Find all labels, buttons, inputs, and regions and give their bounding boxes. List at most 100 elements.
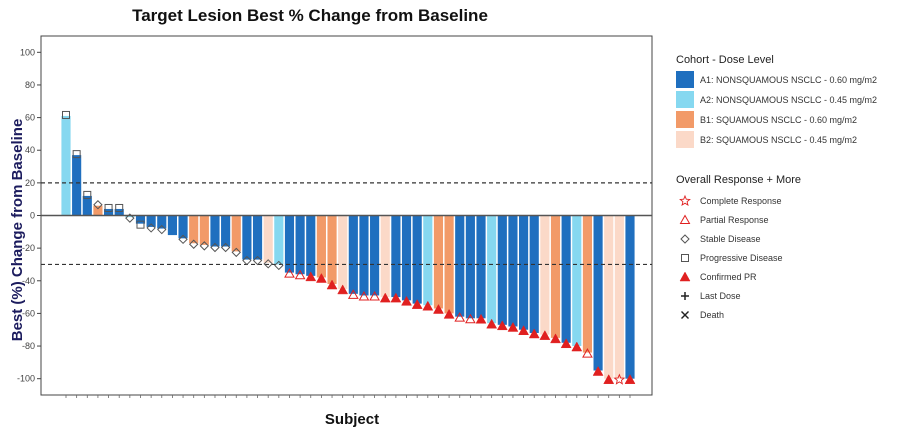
bar-46 [540, 215, 550, 335]
bar-16 [221, 215, 231, 247]
marker-pr-29 [358, 290, 370, 301]
bar-35 [423, 215, 433, 306]
bar-6 [114, 208, 124, 216]
marker-pd-5 [104, 203, 113, 212]
bar-30 [370, 215, 380, 296]
marker-pr-22 [284, 268, 295, 278]
marker-sd-21 [274, 260, 284, 271]
marker-cpr-43 [507, 321, 519, 332]
x-icon [681, 311, 689, 319]
bar-51 [593, 215, 603, 371]
marker-sd-15 [210, 242, 220, 253]
marker-sd-17 [231, 247, 241, 258]
y-tick-label: 40 [25, 145, 35, 155]
legend-swatch-a2 [676, 91, 694, 108]
bar-2 [72, 155, 82, 216]
bar-25 [316, 215, 326, 278]
marker-pr-38 [454, 312, 466, 322]
legend-label-cpr: Confirmed PR [700, 272, 757, 282]
bar-41 [487, 215, 497, 324]
bar-24 [306, 215, 316, 276]
bar-27 [338, 215, 348, 289]
bar-17 [231, 215, 241, 252]
marker-cpr-26 [326, 279, 338, 290]
marker-cpr-37 [443, 308, 455, 319]
triangle-outline-icon [679, 214, 691, 224]
legend-label-sd: Stable Disease [700, 234, 761, 244]
marker-sd-7 [125, 213, 135, 223]
marker-cpr-46 [539, 330, 551, 340]
marker-pd-6 [115, 203, 124, 212]
marker-cpr-40 [475, 313, 487, 324]
bar-40 [476, 215, 486, 319]
legend-swatch-b2 [676, 131, 694, 148]
marker-pr-50 [582, 348, 593, 358]
legend-label-b1: B1: SQUAMOUS NSCLC - 0.60 mg/m2 [700, 115, 857, 125]
marker-cpr-51 [592, 366, 604, 376]
bar-20 [263, 215, 273, 263]
x-stroke [681, 311, 689, 319]
bar-33 [401, 215, 412, 301]
marker-pd-1 [62, 110, 70, 119]
bar-22 [284, 215, 295, 273]
plus-icon [681, 292, 689, 300]
bar-7 [125, 215, 135, 218]
bar-36 [433, 215, 444, 309]
y-tick-label: 20 [25, 178, 35, 188]
marker-cpr-31 [379, 292, 391, 303]
bar-3 [82, 195, 92, 216]
y-tick-label: -80 [22, 341, 35, 351]
legend-label-a2: A2: NONSQUAMOUS NSCLC - 0.45 mg/m2 [700, 95, 877, 105]
bar-1 [61, 115, 71, 216]
bar-29 [359, 215, 369, 296]
marker-sd-16 [220, 242, 231, 253]
marker-sd-14 [199, 241, 210, 251]
bar-43 [508, 215, 518, 327]
marker-cpr-42 [496, 320, 508, 331]
bar-9 [146, 215, 156, 227]
y-tick-label: 0 [30, 211, 35, 221]
bar-54 [625, 215, 635, 379]
marker-pd-8 [136, 220, 145, 229]
bar-42 [497, 215, 507, 325]
plot-area: 100 80 60 40 20 0 -20 -40 -60 -80 -100 [17, 35, 653, 398]
marker-cpr-32 [390, 292, 402, 303]
marker-cpr-33 [401, 295, 412, 306]
bar-47 [550, 215, 561, 338]
marker-cpr-49 [571, 341, 583, 352]
marker-cpr-54 [624, 374, 636, 384]
bar-28 [348, 215, 358, 294]
y-tick-label: 80 [25, 80, 35, 90]
bar-18 [242, 215, 252, 260]
legend-label-cr: Complete Response [700, 196, 782, 206]
y-tick-label: 60 [25, 113, 35, 123]
bar-50 [582, 215, 593, 353]
bar-4 [93, 205, 103, 216]
bar-11 [167, 215, 177, 236]
legend-label-ld: Last Dose [700, 291, 741, 301]
bar-45 [529, 215, 539, 333]
bar-8 [135, 215, 146, 224]
marker-cpr-35 [422, 300, 434, 311]
legend-swatch-a1 [676, 71, 694, 88]
marker-pr-23 [294, 269, 306, 280]
bar-12 [178, 215, 188, 239]
marker-sd-19 [252, 255, 263, 266]
marker-cpr-45 [528, 328, 540, 339]
bar-15 [210, 215, 220, 247]
marker-pr-39 [465, 313, 476, 324]
x-axis-label: Subject [325, 411, 379, 428]
cohort-legend-title: Cohort - Dose Level [676, 54, 774, 66]
chart-title: Target Lesion Best % Change from Baselin… [132, 6, 488, 25]
legend-label-pd: Progressive Disease [700, 253, 783, 263]
marker-pr-28 [347, 289, 359, 299]
y-tick-label: 100 [20, 47, 35, 57]
marker-cpr-24 [305, 271, 317, 282]
bar-5 [103, 208, 114, 216]
marker-cpr-25 [315, 272, 327, 283]
star-outline-icon [679, 194, 691, 207]
square-outline-icon [681, 254, 689, 262]
bar-21 [274, 215, 284, 265]
marker-cpr-41 [486, 318, 498, 329]
